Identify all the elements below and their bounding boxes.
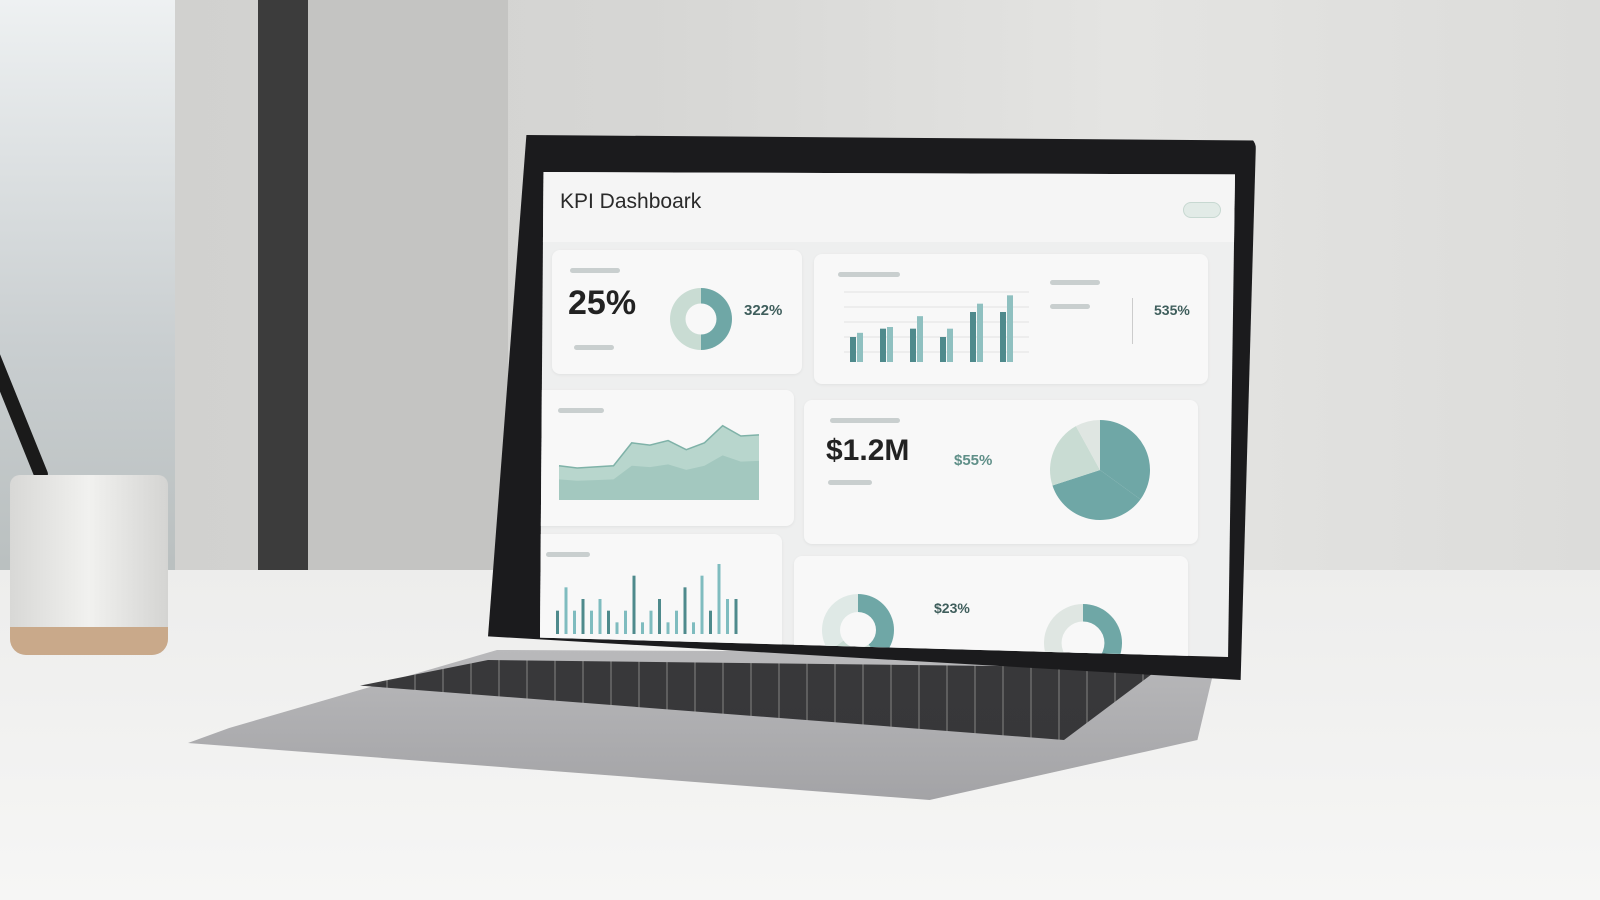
bar bbox=[734, 599, 738, 634]
dashboard-header: KPI Dashboark bbox=[540, 172, 1235, 242]
bar bbox=[641, 622, 644, 634]
bar bbox=[624, 610, 627, 634]
pen-cup bbox=[10, 475, 168, 655]
bar bbox=[607, 610, 610, 634]
bar bbox=[717, 564, 721, 634]
bar bbox=[581, 599, 585, 634]
pie-slice bbox=[1050, 426, 1100, 486]
bar bbox=[556, 610, 559, 634]
card-revenue: $1.2M $55% bbox=[804, 400, 1198, 544]
pie-slice bbox=[1100, 420, 1150, 500]
window-frame bbox=[258, 0, 308, 575]
page-title: KPI Dashboark bbox=[560, 190, 702, 213]
header-button[interactable] bbox=[1183, 202, 1221, 218]
bar bbox=[675, 610, 678, 634]
bar bbox=[940, 337, 946, 362]
area-chart bbox=[558, 424, 760, 500]
card-donuts: $23% bbox=[794, 556, 1188, 657]
bar bbox=[573, 610, 576, 634]
bar bbox=[615, 622, 619, 634]
card-bar-chart-2 bbox=[540, 534, 782, 657]
bar bbox=[564, 587, 568, 634]
pie-chart bbox=[1050, 420, 1150, 520]
bar bbox=[683, 587, 687, 634]
kpi-secondary: $55% bbox=[954, 452, 993, 469]
laptop-screen: KPI Dashboark 25% 322% 535% $1.2M $55% $… bbox=[540, 172, 1235, 657]
pie-slice bbox=[1052, 470, 1141, 520]
bar bbox=[590, 610, 593, 634]
bar bbox=[880, 328, 886, 362]
kpi-value: 25% bbox=[568, 284, 637, 322]
bar bbox=[649, 610, 653, 634]
donut-hole bbox=[840, 612, 876, 648]
card-kpi-1: 25% 322% bbox=[552, 250, 802, 374]
kpi-secondary: $23% bbox=[934, 600, 970, 616]
bar bbox=[726, 599, 729, 634]
kpi-secondary: 535% bbox=[1154, 302, 1190, 318]
bar bbox=[857, 332, 863, 362]
bar-chart bbox=[556, 564, 738, 634]
bar bbox=[910, 328, 916, 362]
area-line bbox=[558, 424, 760, 469]
kpi-secondary: 322% bbox=[744, 302, 783, 319]
donut-chart bbox=[670, 288, 732, 350]
bar bbox=[947, 328, 953, 362]
bar bbox=[666, 622, 670, 634]
pie-slice bbox=[858, 594, 894, 657]
bar bbox=[632, 575, 636, 634]
bar-chart bbox=[844, 291, 1029, 362]
bar bbox=[658, 599, 661, 634]
bar bbox=[917, 316, 923, 362]
wall-pillar bbox=[308, 0, 508, 575]
bar bbox=[700, 575, 704, 634]
bar bbox=[709, 610, 712, 634]
bar bbox=[1000, 312, 1006, 362]
donut-hole bbox=[685, 303, 717, 335]
bar bbox=[1007, 295, 1013, 362]
bar bbox=[692, 622, 695, 634]
bar bbox=[977, 303, 983, 362]
bar bbox=[598, 599, 602, 634]
pie-slice bbox=[1075, 420, 1100, 470]
bar bbox=[887, 327, 893, 362]
area-series bbox=[559, 455, 759, 500]
donut-chart bbox=[1044, 604, 1122, 657]
revenue-value: $1.2M bbox=[826, 434, 910, 467]
pie-slice bbox=[822, 594, 858, 652]
card-bar-chart: 535% bbox=[814, 254, 1208, 384]
card-area-chart bbox=[540, 390, 794, 526]
bar bbox=[850, 337, 856, 362]
bar bbox=[970, 312, 976, 362]
